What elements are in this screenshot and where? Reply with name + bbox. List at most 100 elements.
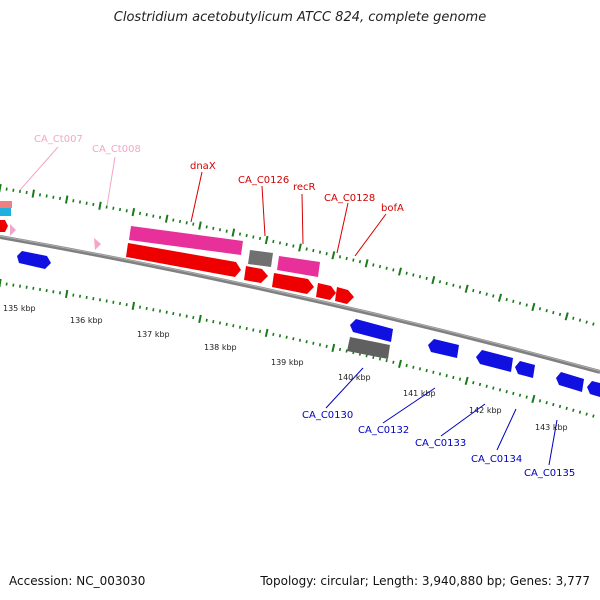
kbp-minor-tick xyxy=(238,325,242,329)
kbp-minor-tick xyxy=(418,367,422,371)
outer-minor-tick xyxy=(345,256,348,261)
leader-bofa xyxy=(354,213,387,257)
kbp-minor-tick xyxy=(92,296,95,301)
outer-major-tick xyxy=(198,221,202,230)
outer-minor-tick xyxy=(552,310,555,315)
outer-minor-tick xyxy=(538,307,542,311)
outer-minor-tick xyxy=(338,255,342,259)
leader-ca-ct008 xyxy=(106,156,116,207)
kbp-major-tick xyxy=(198,314,202,324)
outer-minor-tick xyxy=(285,242,288,247)
kbp-minor-tick xyxy=(425,368,428,373)
outer-minor-tick xyxy=(205,225,208,229)
accession-text: Accession: NC_003030 xyxy=(9,574,146,588)
kbp-minor-tick xyxy=(412,365,415,369)
gene-blue-left[interactable] xyxy=(17,251,51,269)
kbp-minor-tick xyxy=(5,282,8,286)
kbp-minor-tick xyxy=(538,399,542,403)
gene-ca-c0126[interactable] xyxy=(248,250,273,267)
outer-minor-tick xyxy=(492,294,495,298)
outer-minor-tick xyxy=(318,250,322,254)
gene-red-2[interactable] xyxy=(126,243,241,277)
outer-minor-tick xyxy=(5,187,8,191)
outer-minor-tick xyxy=(92,202,95,207)
outer-minor-tick xyxy=(412,273,415,277)
gene-red-1[interactable] xyxy=(0,220,8,232)
gene-blue-3[interactable] xyxy=(476,350,513,372)
outer-minor-tick xyxy=(185,221,188,225)
outer-minor-tick xyxy=(145,213,148,217)
label-ca-c0128[interactable]: CA_C0128 xyxy=(324,193,375,204)
map-title: Clostridium acetobutylicum ATCC 824, com… xyxy=(113,10,487,25)
label-dnax[interactable]: dnaX xyxy=(190,161,216,172)
kbp-label-142: 142 kbp xyxy=(469,406,502,415)
gene-blue-6[interactable] xyxy=(587,381,600,397)
gene-rna-arrow[interactable] xyxy=(94,238,101,250)
label-ca-c0135[interactable]: CA_C0135 xyxy=(524,468,575,479)
gene-ca-ct007[interactable] xyxy=(0,208,11,216)
outer-major-tick xyxy=(0,183,2,193)
gene-red-6[interactable] xyxy=(335,287,354,304)
label-ca-c0133[interactable]: CA_C0133 xyxy=(415,438,466,449)
outer-major-tick xyxy=(98,201,102,210)
outer-minor-tick xyxy=(372,263,375,267)
label-ca-c0126[interactable]: CA_C0126 xyxy=(238,175,289,186)
gene-ca-ct008-marker[interactable] xyxy=(10,224,16,236)
outer-major-tick xyxy=(531,302,536,312)
outer-minor-tick xyxy=(578,318,582,322)
outer-minor-tick xyxy=(192,222,195,226)
outer-minor-tick xyxy=(225,229,228,233)
label-bofa[interactable]: bofA xyxy=(381,203,404,214)
outer-minor-tick xyxy=(325,252,328,256)
outer-minor-tick xyxy=(125,209,128,213)
outer-minor-tick xyxy=(585,320,588,324)
gene-blue-1[interactable] xyxy=(350,319,393,342)
outer-minor-tick xyxy=(18,189,22,194)
gene-blue-5[interactable] xyxy=(556,372,584,392)
gene-red-5[interactable] xyxy=(316,283,336,300)
kbp-minor-tick xyxy=(338,347,342,352)
gene-rna-left-top[interactable] xyxy=(0,201,12,208)
label-ca-c0132[interactable]: CA_C0132 xyxy=(358,425,409,436)
kbp-minor-tick xyxy=(492,386,495,390)
kbp-label-135: 135 kbp xyxy=(3,304,36,313)
kbp-minor-tick xyxy=(118,301,122,306)
label-ca-c0130[interactable]: CA_C0130 xyxy=(302,410,353,421)
gene-red-3[interactable] xyxy=(244,266,268,283)
kbp-minor-tick xyxy=(518,393,522,397)
label-ca-ct008[interactable]: CA_Ct008 xyxy=(92,144,141,155)
kbp-minor-tick xyxy=(125,303,128,307)
leader-recr xyxy=(301,193,304,245)
kbp-minor-tick xyxy=(558,404,562,409)
leader-ca-c0135 xyxy=(548,419,558,466)
outer-minor-tick xyxy=(312,248,315,253)
outer-minor-tick xyxy=(12,188,15,192)
gene-ca-c0130[interactable] xyxy=(347,337,390,359)
gene-red-4[interactable] xyxy=(272,273,314,294)
kbp-label-143: 143 kbp xyxy=(535,423,568,432)
kbp-minor-tick xyxy=(58,291,62,295)
gene-blue-4[interactable] xyxy=(515,361,535,378)
outer-minor-tick xyxy=(52,195,55,199)
outer-minor-tick xyxy=(112,206,115,210)
kbp-minor-tick xyxy=(498,388,502,392)
kbp-minor-tick xyxy=(272,332,275,336)
label-ca-c0134[interactable]: CA_C0134 xyxy=(471,454,522,465)
outer-minor-tick xyxy=(452,283,455,287)
outer-minor-tick xyxy=(545,308,548,313)
genome-backbone-highlight xyxy=(0,235,600,372)
kbp-major-tick xyxy=(65,289,69,299)
label-ca-ct007[interactable]: CA_Ct007 xyxy=(34,134,83,145)
kbp-minor-tick xyxy=(32,286,35,290)
kbp-minor-tick xyxy=(112,300,115,304)
leader-ca-c0134 xyxy=(496,408,517,451)
label-recr[interactable]: recR xyxy=(293,182,316,193)
gene-blue-2[interactable] xyxy=(428,339,459,358)
gene-recr[interactable] xyxy=(277,256,320,277)
gene-dnax[interactable] xyxy=(129,226,243,255)
outer-minor-tick xyxy=(58,196,62,201)
kbp-minor-tick xyxy=(298,338,302,342)
outer-major-tick xyxy=(364,259,369,268)
outer-minor-tick xyxy=(405,271,408,275)
